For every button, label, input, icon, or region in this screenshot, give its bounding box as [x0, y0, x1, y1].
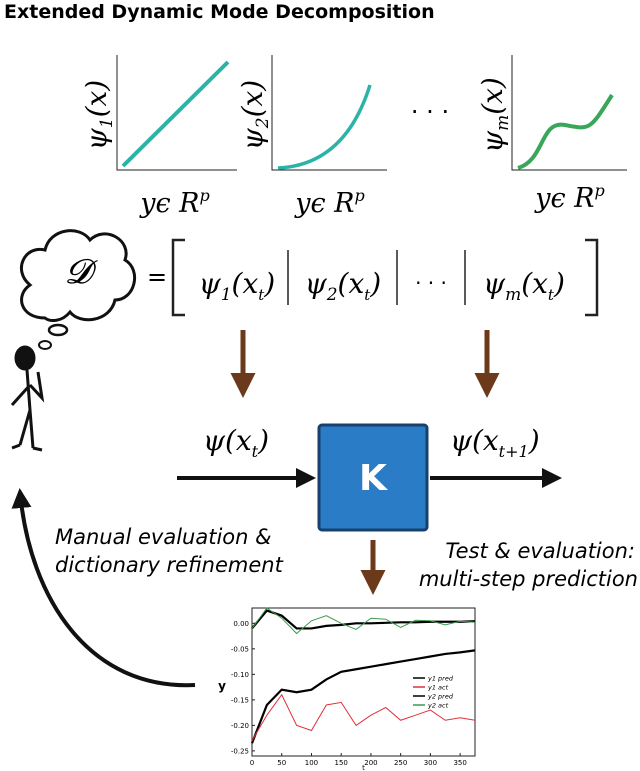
y-tick-label: 0.00 [233, 620, 249, 628]
thought-bubble [47, 323, 69, 337]
t: p [355, 186, 365, 205]
input-label: ψ(xt) [203, 424, 269, 461]
t: ψ [236, 127, 269, 150]
matrix-entry: ψ2(xt) [305, 267, 381, 305]
x-tick-label: 200 [364, 759, 377, 767]
t: p [595, 181, 605, 200]
left-note: dictionary refinement [55, 553, 284, 577]
operator-label: K [359, 458, 388, 499]
thought-cloud [19, 229, 136, 322]
x-tick-label: 150 [335, 759, 348, 767]
t: 2 [326, 285, 338, 305]
t: t [548, 286, 555, 304]
x-tick-label: 350 [453, 759, 466, 767]
bracket [171, 238, 185, 317]
left-note: Manual evaluation & [55, 525, 272, 549]
axis [271, 55, 387, 171]
ellipsis: · · · [411, 98, 449, 126]
bracket [585, 238, 599, 317]
right-note: Test & evaluation: [445, 539, 635, 563]
t: ψ(x [450, 424, 499, 457]
basis-curve [517, 93, 614, 170]
t: ) [257, 424, 269, 457]
y-tick-label: -0.15 [231, 696, 249, 704]
basis-xlabel: yϵ Rp [534, 181, 605, 214]
axis [511, 55, 627, 171]
basis-xlabel: yϵ Rp [294, 186, 365, 219]
t: (x [338, 267, 365, 300]
y-tick-label: -0.10 [231, 671, 249, 679]
title: Extended Dynamic Mode Decomposition [4, 1, 435, 23]
basis-curve [121, 60, 230, 168]
t: ) [528, 424, 540, 457]
basis-label: ψ1(x) [80, 80, 117, 150]
basis-curve [277, 84, 372, 170]
t: t [252, 442, 259, 461]
matrix-entry: ψm(xt) [483, 267, 565, 305]
t: ψ [80, 127, 113, 150]
t: m [493, 115, 513, 131]
axis [116, 55, 237, 171]
t: ψ [476, 130, 509, 153]
inset-chart: 0.00 -0.05 -0.10 -0.15 -0.20 -0.250 50 100 150 20… [218, 607, 476, 771]
x-tick-label: 0 [250, 759, 254, 767]
y-tick-label: -0.05 [231, 645, 249, 653]
ellipsis: · · · [415, 271, 447, 295]
t: yϵ R [139, 188, 199, 219]
t: ψ(x [203, 424, 252, 457]
basis-label: ψm(x) [476, 77, 513, 153]
t: ψ [305, 267, 328, 300]
basis-label: ψ2(x) [236, 80, 273, 150]
t: yϵ R [534, 183, 594, 214]
thought-bubble [38, 340, 52, 350]
t: (x [521, 267, 548, 300]
t: ψ [199, 267, 222, 300]
t: m [505, 285, 521, 305]
t: (x) [236, 80, 269, 118]
t: (x [232, 267, 259, 300]
x-tick-label: 250 [394, 759, 407, 767]
x-tick-label: 50 [277, 759, 286, 767]
y-tick-label: -0.20 [231, 722, 249, 730]
t: ) [369, 267, 381, 300]
t: yϵ R [294, 188, 354, 219]
output-label: ψ(xt+1) [450, 424, 540, 461]
y-tick-label: -0.25 [231, 747, 249, 755]
x-tick-label: 300 [424, 759, 437, 767]
x-tick-label: 100 [305, 759, 318, 767]
matrix-entry: ψ1(xt) [199, 267, 275, 305]
operator-box [317, 423, 429, 532]
t: 1 [97, 117, 117, 128]
t: t [258, 286, 265, 304]
plot-frame [251, 607, 476, 757]
stick-figure [10, 345, 45, 452]
t: t [364, 286, 371, 304]
legend-label: y1 act [427, 684, 449, 692]
t: p [200, 186, 210, 205]
t: t+1 [499, 442, 529, 461]
equals: = [147, 263, 167, 291]
t: 1 [221, 285, 232, 305]
legend-label: y2 pred [427, 693, 454, 701]
t: 2 [253, 117, 273, 129]
basis-xlabel: yϵ Rp [139, 186, 210, 219]
series-line [251, 693, 476, 741]
y-axis-label: y [218, 679, 226, 693]
legend-label: y1 pred [427, 675, 454, 683]
t: (x) [476, 77, 509, 115]
t: ψ [483, 267, 506, 300]
right-note: multi-step prediction [419, 567, 638, 591]
t: ) [553, 267, 565, 300]
legend-label: y2 act [427, 702, 449, 710]
t: ) [263, 267, 275, 300]
feedback-arrow [11, 488, 196, 688]
series-line [251, 607, 476, 635]
series-line [250, 649, 476, 744]
t: (x) [80, 80, 113, 118]
x-axis-label: t [362, 764, 365, 771]
